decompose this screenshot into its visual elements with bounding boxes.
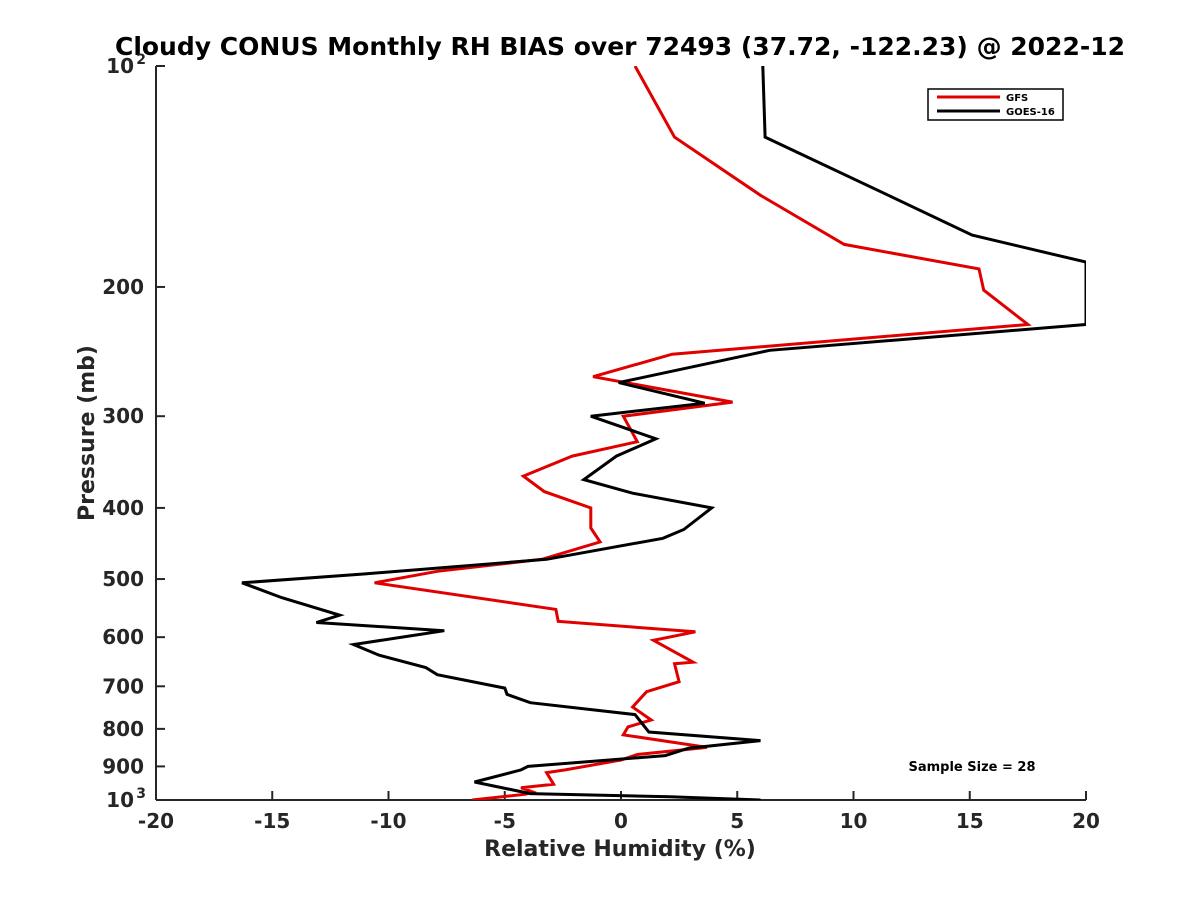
x-tick-label: 15 (956, 809, 984, 833)
y-tick-label: 700 (102, 674, 144, 698)
y-tick-exponent: 2 (136, 52, 146, 68)
x-tick-label: -10 (370, 809, 406, 833)
y-tick-exponent: 3 (136, 786, 146, 802)
series-line-goes-16 (241, 66, 1086, 800)
x-axis-label: Relative Humidity (%) (484, 837, 756, 862)
legend-box (927, 88, 1064, 121)
y-tick-label: 200 (102, 275, 144, 299)
y-tick-label: 900 (102, 754, 144, 778)
x-tick-label: 0 (614, 809, 628, 833)
legend-label: GOES-16 (1006, 107, 1055, 118)
legend: GFS GOES-16 (927, 88, 1064, 121)
y-tick-label: 600 (102, 625, 144, 649)
legend-label: GFS (1006, 93, 1028, 104)
chart-title: Cloudy CONUS Monthly RH BIAS over 72493 … (115, 32, 1125, 61)
x-tick-label: 5 (730, 809, 744, 833)
x-tick-label: 10 (840, 809, 868, 833)
y-tick-label: 10 (106, 54, 134, 78)
x-tick-label: 20 (1072, 809, 1100, 833)
y-tick-label: 400 (102, 496, 144, 520)
x-tick-label: -20 (138, 809, 174, 833)
x-tick-label: -15 (254, 809, 290, 833)
x-tick-label: -5 (494, 809, 516, 833)
y-tick-label: 800 (102, 717, 144, 741)
y-tick-label: 500 (102, 567, 144, 591)
sample-size-annotation: Sample Size = 28 (908, 760, 1035, 775)
y-tick-label: 300 (102, 404, 144, 428)
y-tick-label: 10 (106, 788, 134, 812)
y-axis-label: Pressure (mb) (75, 345, 100, 521)
